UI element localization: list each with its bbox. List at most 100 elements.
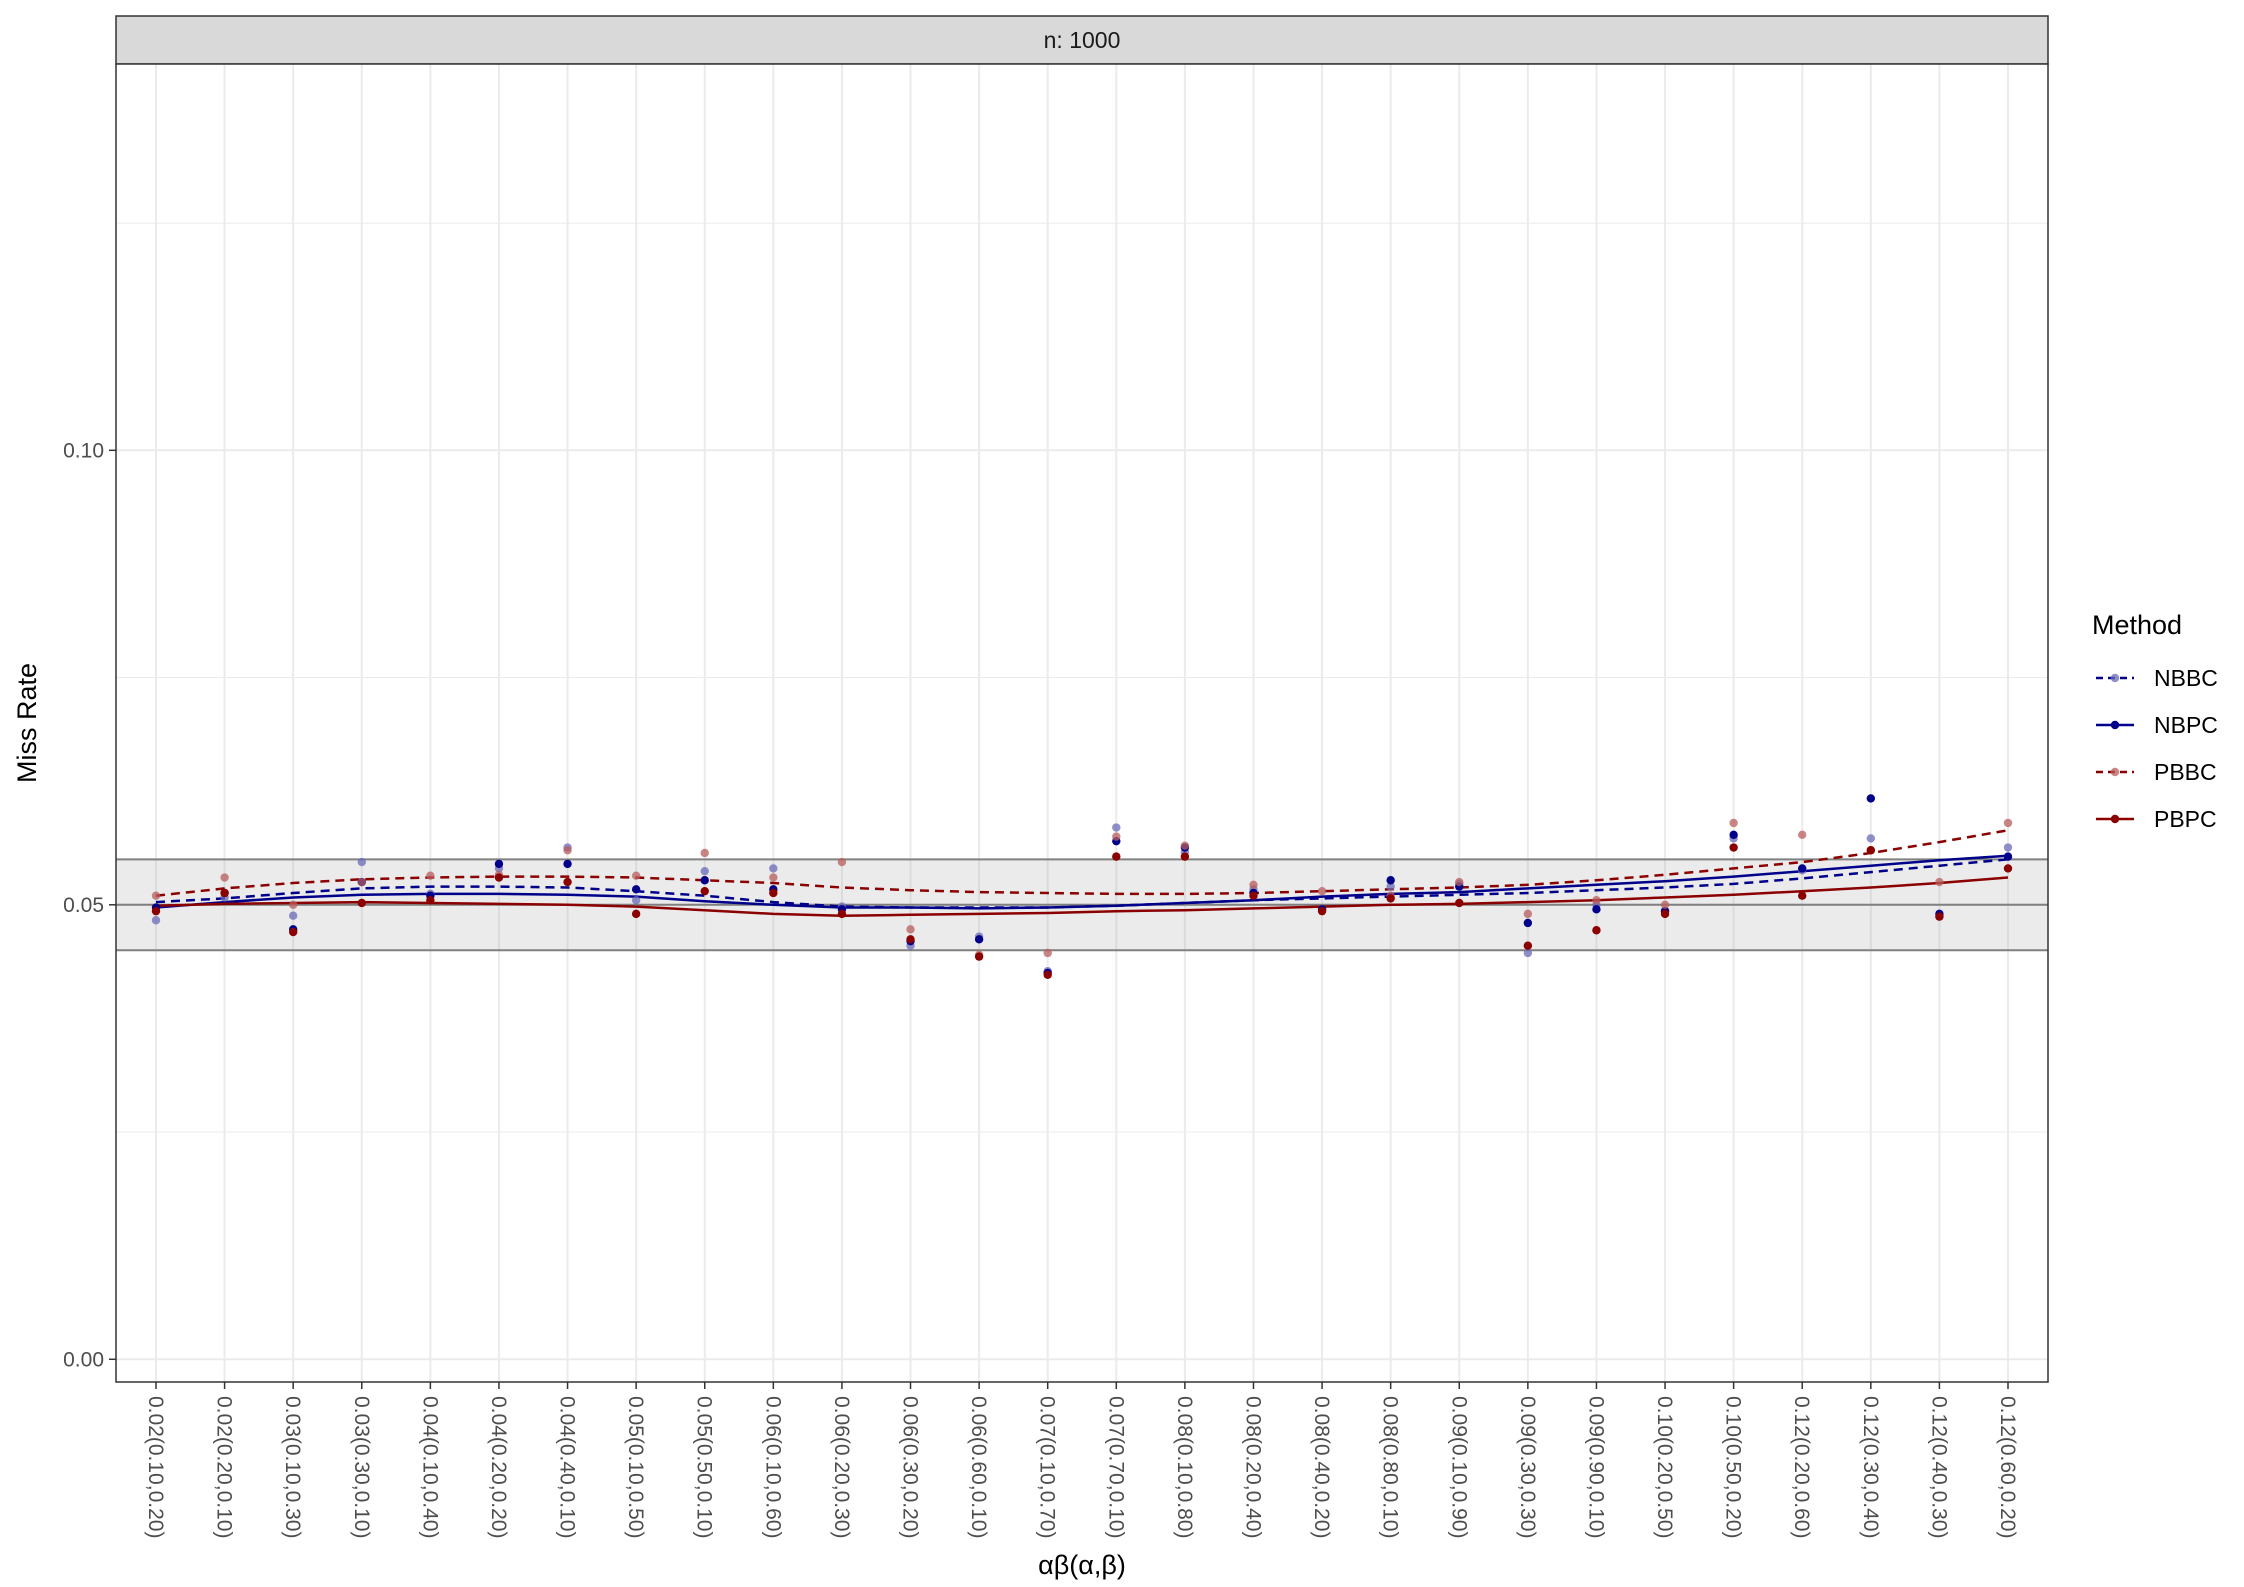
x-axis: 0.02(0.10,0.20) 0.02(0.20,0.10) 0.03(0.10,…: [144, 1382, 2019, 1538]
x-tick-label: 0.03(0.30,0.10): [350, 1396, 373, 1538]
legend-label-pbbc: PBBC: [2154, 759, 2217, 785]
point-pbpc: [1729, 843, 1738, 852]
point-nbpc: [1729, 830, 1738, 840]
point-nbpc: [1592, 905, 1601, 914]
x-tick-label: 0.09(0.90,0.10): [1584, 1396, 1607, 1538]
x-tick-label: 0.06(0.10,0.60): [761, 1396, 784, 1538]
data-points: [151, 794, 2013, 979]
x-tick-label: 0.08(0.20,0.40): [1241, 1396, 1264, 1538]
point-nbpc: [494, 859, 504, 869]
point-nbbc: [1386, 882, 1395, 891]
legend-point-nbpc: [2110, 720, 2120, 730]
point-pbbc: [357, 877, 366, 887]
y-tick-label: 0.05: [63, 894, 104, 917]
smooth-line-pbpc: [155, 876, 2009, 917]
point-pbpc: [974, 952, 984, 961]
legend-point-pbpc: [2110, 814, 2120, 824]
x-tick-label: 0.03(0.10,0.30): [281, 1396, 304, 1538]
x-tick-label: 0.08(0.80,0.10): [1379, 1396, 1402, 1538]
x-tick-label: 0.05(0.50,0.10): [693, 1396, 716, 1538]
y-tick-label: 0.10: [63, 439, 104, 462]
legend-title: Method: [2092, 610, 2182, 640]
point-nbbc: [1112, 823, 1121, 832]
legend-label-nbpc: NBPC: [2154, 712, 2218, 738]
point-pbbc: [220, 873, 229, 882]
x-tick-label: 0.06(0.60,0.10): [967, 1396, 990, 1538]
point-pbpc: [1386, 894, 1395, 903]
point-pbpc: [700, 886, 709, 896]
x-tick-label: 0.06(0.30,0.20): [899, 1396, 922, 1538]
facet-label: n: 1000: [1044, 27, 1121, 53]
point-pbpc: [1866, 846, 1876, 855]
point-pbbc: [151, 891, 161, 900]
x-tick-label: 0.06(0.20,0.30): [830, 1396, 853, 1538]
facet-strip: [115, 15, 2049, 65]
legend-point-nbbc: [2110, 673, 2120, 683]
y-axis: 0.00 0.05 0.10: [63, 439, 116, 1371]
point-pbpc: [837, 909, 847, 919]
x-tick-label: 0.12(0.20,0.60): [1790, 1396, 1813, 1538]
point-nbpc: [631, 885, 641, 894]
point-pbpc: [1798, 891, 1807, 900]
point-nbbc: [1523, 948, 1533, 958]
point-pbpc: [357, 898, 366, 908]
x-tick-label: 0.10(0.50,0.20): [1722, 1396, 1745, 1538]
point-nbbc: [631, 896, 641, 905]
point-pbpc: [2003, 864, 2013, 873]
x-tick-label: 0.10(0.20,0.50): [1653, 1396, 1676, 1538]
point-pbbc: [1729, 818, 1738, 828]
point-nbpc: [700, 876, 709, 885]
smooth-line-nbpc: [155, 854, 2009, 910]
point-pbbc: [1798, 830, 1807, 840]
point-pbbc: [769, 873, 778, 882]
point-pbbc: [1455, 877, 1464, 887]
point-pbbc: [563, 846, 572, 855]
point-pbbc: [906, 925, 915, 934]
point-nbpc: [1798, 864, 1807, 873]
point-pbbc: [700, 848, 709, 858]
x-tick-label: 0.12(0.60,0.20): [1996, 1396, 2019, 1538]
x-tick-label: 0.08(0.40,0.20): [1310, 1396, 1333, 1538]
point-pbpc: [1043, 970, 1052, 979]
point-pbbc: [288, 900, 298, 909]
smooth-lines: [155, 829, 2009, 917]
point-pbbc: [426, 871, 435, 880]
point-pbpc: [1523, 941, 1533, 950]
x-tick-label: 0.05(0.10,0.50): [624, 1396, 647, 1538]
point-nbbc: [769, 864, 778, 873]
point-nbbc: [151, 916, 161, 925]
point-pbpc: [1180, 852, 1190, 861]
x-tick-label: 0.02(0.10,0.20): [144, 1396, 167, 1538]
grid-lines: [116, 64, 2048, 1382]
plot-panel: [116, 64, 2048, 1382]
legend-label-nbbc: NBBC: [2154, 665, 2218, 691]
point-pbpc: [288, 927, 298, 937]
x-tick-label: 0.07(0.10,0.70): [1036, 1396, 1059, 1538]
point-pbpc: [769, 888, 778, 898]
legend-label-pbpc: PBPC: [2154, 806, 2217, 832]
point-nbpc: [563, 859, 572, 869]
point-nbpc: [1386, 876, 1395, 885]
point-pbbc: [837, 857, 847, 867]
point-pbbc: [1592, 896, 1601, 905]
x-tick-label: 0.12(0.30,0.40): [1859, 1396, 1882, 1538]
point-pbpc: [563, 877, 572, 887]
point-pbpc: [494, 873, 504, 882]
point-pbpc: [426, 896, 435, 905]
point-nbpc: [1523, 918, 1533, 928]
point-pbpc: [1660, 909, 1670, 919]
point-pbpc: [1112, 852, 1121, 861]
point-pbbc: [1180, 841, 1190, 850]
x-tick-label: 0.08(0.10,0.80): [1173, 1396, 1196, 1538]
point-pbpc: [906, 935, 915, 944]
point-pbbc: [2003, 818, 2013, 828]
point-nbbc: [357, 857, 366, 867]
legend-point-pbbc: [2110, 767, 2120, 777]
legend: Method NBBC NBPC PBBC PBPC: [2092, 610, 2218, 832]
point-pbpc: [220, 888, 229, 898]
point-pbbc: [1935, 877, 1944, 887]
point-pbpc: [1317, 906, 1327, 916]
point-pbpc: [1935, 912, 1944, 921]
reference-band: [116, 858, 2048, 952]
